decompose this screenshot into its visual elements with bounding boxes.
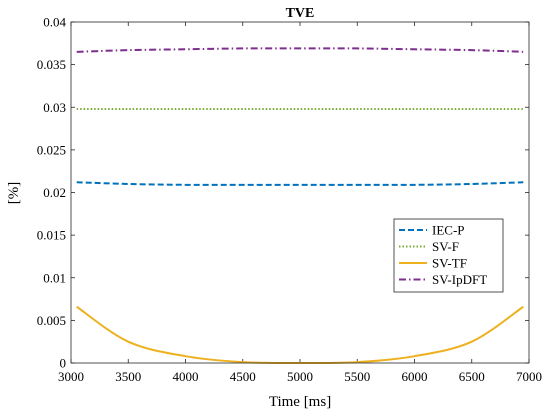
chart-title: TVE <box>286 6 315 21</box>
x-tick-label: 3500 <box>115 369 141 384</box>
y-tick-label: 0.03 <box>43 100 66 115</box>
series-line-sv-ipdft <box>76 47 524 53</box>
x-tick-label: 6000 <box>402 369 428 384</box>
y-tick-label: 0.005 <box>37 313 66 328</box>
plot-frame <box>70 21 530 364</box>
x-tick-label: 4500 <box>230 369 256 384</box>
y-axis-label: [%] <box>6 182 22 205</box>
series-line-iec-p <box>76 181 524 186</box>
x-tick-label: 5000 <box>287 369 313 384</box>
y-tick-label: 0 <box>60 356 67 371</box>
x-tick-label: 6500 <box>459 369 485 384</box>
y-tick-label: 0.035 <box>37 57 66 72</box>
x-tick-label: 7000 <box>516 369 542 384</box>
legend-label: SV-F <box>432 239 459 254</box>
legend-box <box>393 218 504 293</box>
legend-label: SV-TF <box>432 256 467 271</box>
axis-ticks: 3000 3500 4000 4500 5000 5500 6000 6500 7000 0 0.0… <box>37 15 542 385</box>
plot-area <box>71 22 529 363</box>
y-tick-label: 0.02 <box>43 185 66 200</box>
x-tick-label: 4000 <box>173 369 199 384</box>
legend-label: SV-IpDFT <box>432 272 487 287</box>
y-tick-label: 0.04 <box>43 15 66 30</box>
x-tick-label: 3000 <box>58 369 84 384</box>
x-tick-label: 5500 <box>344 369 370 384</box>
y-tick-label: 0.01 <box>43 270 66 285</box>
y-tick-label: 0.015 <box>37 228 66 243</box>
legend-label: IEC-P <box>432 223 465 238</box>
y-tick-label: 0.025 <box>37 142 66 157</box>
x-axis-label: Time [ms] <box>269 394 331 410</box>
